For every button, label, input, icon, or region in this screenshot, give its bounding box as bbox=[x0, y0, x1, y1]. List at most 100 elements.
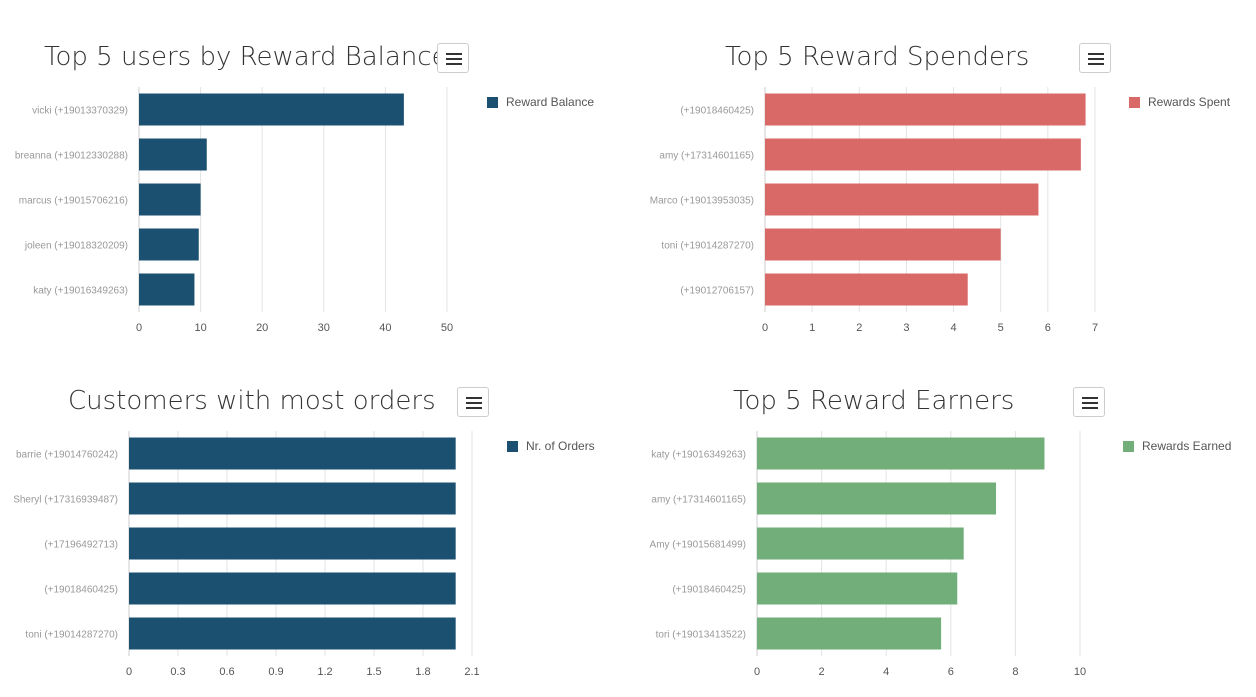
hamburger-menu-icon-line bbox=[466, 402, 482, 404]
bar[interactable] bbox=[129, 527, 456, 560]
y-category-label: amy (+17314601165) bbox=[651, 495, 746, 506]
bar[interactable] bbox=[139, 183, 201, 216]
y-category-label: (+19018460425) bbox=[44, 585, 118, 596]
x-tick-label: 6 bbox=[1045, 322, 1051, 334]
x-tick-label: 2 bbox=[819, 666, 825, 678]
x-tick-label: 1.8 bbox=[415, 666, 430, 678]
chart-legend[interactable]: Nr. of Orders bbox=[507, 439, 595, 453]
bar[interactable] bbox=[129, 572, 456, 605]
y-category-label: toni (+19014287270) bbox=[661, 241, 754, 252]
x-tick-label: 10 bbox=[194, 322, 206, 334]
hamburger-menu-icon-line bbox=[1082, 407, 1098, 409]
y-category-label: katy (+19016349263) bbox=[33, 286, 128, 297]
x-tick-label: 1.2 bbox=[317, 666, 332, 678]
bar[interactable] bbox=[757, 482, 997, 515]
legend-label: Nr. of Orders bbox=[526, 439, 595, 453]
legend-label: Reward Balance bbox=[506, 95, 595, 109]
hamburger-menu-icon bbox=[446, 53, 462, 55]
legend-label: Rewards Spent bbox=[1148, 95, 1231, 109]
bar[interactable] bbox=[757, 437, 1045, 470]
bar[interactable] bbox=[139, 273, 195, 306]
x-tick-label: 1.5 bbox=[366, 666, 381, 678]
x-tick-label: 2 bbox=[856, 322, 862, 334]
chart-legend[interactable]: Rewards Earned bbox=[1123, 439, 1231, 453]
hamburger-menu-icon-line bbox=[446, 58, 462, 60]
y-category-label: joleen (+19018320209) bbox=[24, 241, 128, 252]
hamburger-menu-icon-line bbox=[1088, 63, 1104, 65]
bar[interactable] bbox=[129, 437, 456, 470]
bar[interactable] bbox=[139, 138, 207, 171]
chart-legend[interactable]: Reward Balance bbox=[487, 95, 594, 109]
bar[interactable] bbox=[757, 617, 942, 650]
x-tick-label: 0.3 bbox=[170, 666, 185, 678]
y-category-label: (+19012706157) bbox=[680, 286, 754, 297]
chart-title: Customers with most orders bbox=[68, 386, 436, 416]
bar[interactable] bbox=[765, 93, 1086, 126]
chart-menu-button[interactable] bbox=[1079, 43, 1111, 73]
hamburger-menu-icon bbox=[1088, 53, 1104, 55]
hamburger-menu-icon-line bbox=[446, 63, 462, 65]
x-tick-label: 0 bbox=[754, 666, 760, 678]
chart-menu-button[interactable] bbox=[1073, 387, 1105, 417]
legend-label: Rewards Earned bbox=[1142, 439, 1232, 453]
x-tick-label: 30 bbox=[318, 322, 330, 334]
hamburger-menu-icon-line bbox=[466, 407, 482, 409]
y-category-label: (+19018460425) bbox=[672, 585, 746, 596]
y-category-label: barrie (+19014760242) bbox=[16, 450, 118, 461]
y-category-label: marcus (+19015706216) bbox=[19, 196, 128, 207]
bar[interactable] bbox=[757, 527, 964, 560]
chart-legend[interactable]: Rewards Spent bbox=[1129, 95, 1230, 109]
x-tick-label: 4 bbox=[883, 666, 889, 678]
bar[interactable] bbox=[129, 617, 456, 650]
legend-swatch bbox=[1123, 440, 1134, 452]
y-category-label: katy (+19016349263) bbox=[651, 450, 746, 461]
bar[interactable] bbox=[765, 228, 1001, 261]
x-tick-label: 2.1 bbox=[464, 666, 479, 678]
x-tick-label: 10 bbox=[1074, 666, 1086, 678]
hamburger-menu-icon-line bbox=[1082, 402, 1098, 404]
hamburger-menu-icon bbox=[466, 397, 482, 399]
bar[interactable] bbox=[139, 228, 199, 261]
x-tick-label: 7 bbox=[1092, 322, 1098, 334]
bar[interactable] bbox=[765, 138, 1081, 171]
y-category-label: toni (+19014287270) bbox=[25, 630, 118, 641]
x-tick-label: 0.6 bbox=[219, 666, 234, 678]
chart-title: Top 5 users by Reward Balance bbox=[44, 42, 448, 72]
bar[interactable] bbox=[139, 93, 404, 126]
chart-menu-button[interactable] bbox=[437, 43, 469, 73]
x-tick-label: 40 bbox=[379, 322, 391, 334]
y-category-label: (+17196492713) bbox=[44, 540, 118, 551]
y-category-label: breanna (+19012330288) bbox=[15, 151, 128, 162]
legend-swatch bbox=[487, 96, 498, 108]
x-tick-label: 0.9 bbox=[268, 666, 283, 678]
y-category-label: (+19018460425) bbox=[680, 106, 754, 117]
x-tick-label: 0 bbox=[762, 322, 768, 334]
hamburger-menu-icon bbox=[1082, 397, 1098, 399]
x-tick-label: 3 bbox=[903, 322, 909, 334]
bar[interactable] bbox=[765, 183, 1039, 216]
bar[interactable] bbox=[129, 482, 456, 515]
x-tick-label: 8 bbox=[1012, 666, 1018, 678]
chart-menu-button[interactable] bbox=[457, 387, 489, 417]
y-category-label: amy (+17314601165) bbox=[659, 151, 754, 162]
x-tick-label: 4 bbox=[951, 322, 957, 334]
legend-swatch bbox=[507, 440, 518, 452]
bar[interactable] bbox=[765, 273, 968, 306]
x-tick-label: 6 bbox=[948, 666, 954, 678]
y-category-label: Marco (+19013953035) bbox=[650, 196, 754, 207]
chart-title: Top 5 Reward Spenders bbox=[725, 42, 1030, 72]
x-tick-label: 1 bbox=[809, 322, 815, 334]
x-tick-label: 50 bbox=[441, 322, 453, 334]
y-category-label: Amy (+19015681499) bbox=[650, 540, 746, 551]
x-tick-label: 0 bbox=[126, 666, 132, 678]
x-tick-label: 0 bbox=[136, 322, 142, 334]
bar[interactable] bbox=[757, 572, 958, 605]
y-category-label: tori (+19013413522) bbox=[656, 630, 746, 641]
hamburger-menu-icon-line bbox=[1088, 58, 1104, 60]
x-tick-label: 20 bbox=[256, 322, 268, 334]
y-category-label: Sheryl (+17316939487) bbox=[13, 495, 118, 506]
